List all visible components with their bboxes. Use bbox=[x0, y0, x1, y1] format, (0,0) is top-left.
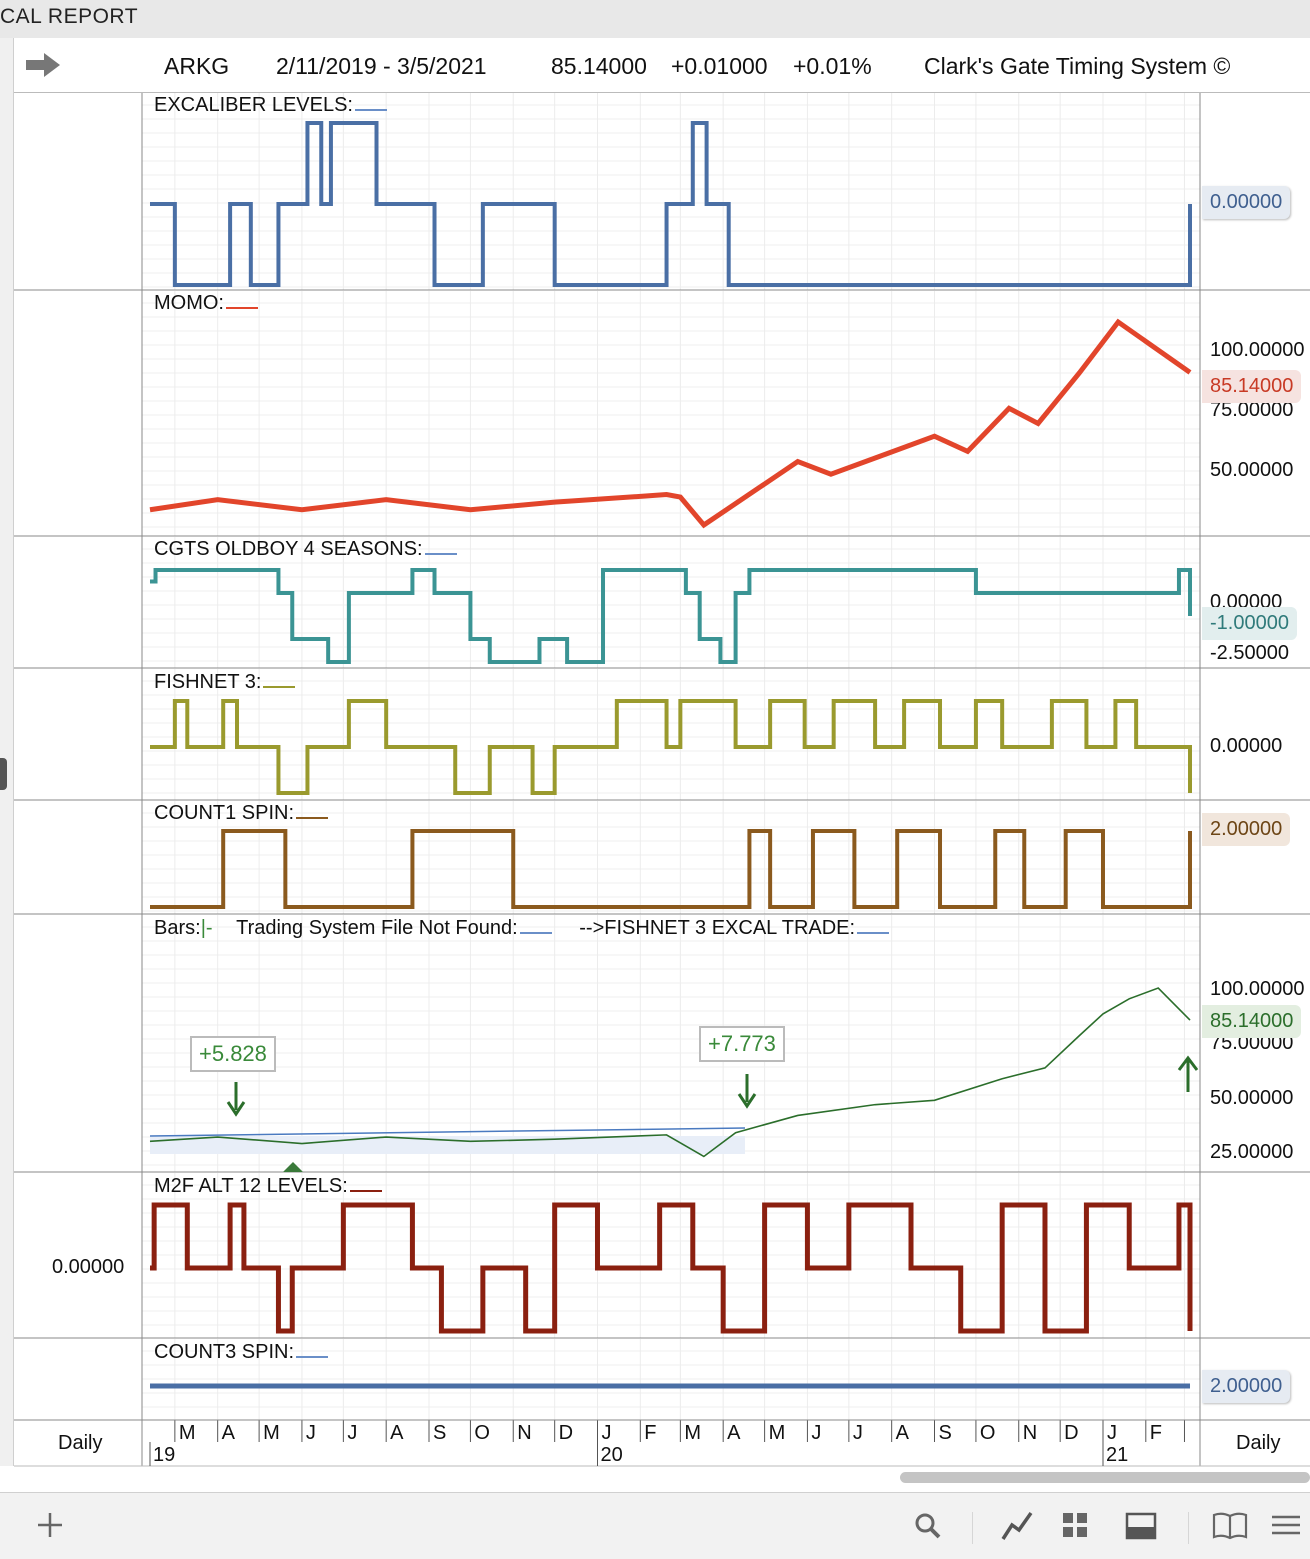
menu-icon[interactable] bbox=[1266, 1505, 1306, 1545]
month-label: J bbox=[853, 1422, 863, 1445]
month-label: S bbox=[938, 1422, 951, 1445]
year-label: 21 bbox=[1106, 1444, 1128, 1467]
price-axis-label: 25.00000 bbox=[1210, 1141, 1293, 1164]
series-m2f-alt-12-levels bbox=[150, 1205, 1190, 1331]
month-label: J bbox=[1107, 1422, 1117, 1445]
price-axis-label: 100.00000 bbox=[1210, 978, 1305, 1001]
momo-value-badge: 85.14000 bbox=[1202, 370, 1301, 403]
month-label: A bbox=[896, 1422, 909, 1445]
month-label: S bbox=[433, 1422, 446, 1445]
horizontal-scrollbar[interactable] bbox=[900, 1472, 1310, 1483]
toolbar-separator bbox=[972, 1512, 973, 1544]
month-label: D bbox=[559, 1422, 573, 1445]
excaliber-value-badge: 0.00000 bbox=[1202, 186, 1290, 219]
trade-callout-2: +7.773 bbox=[699, 1026, 785, 1062]
month-label: A bbox=[390, 1422, 403, 1445]
year-label: 20 bbox=[600, 1444, 622, 1467]
excaliber-title: EXCALIBER LEVELS: bbox=[154, 94, 387, 117]
month-label: O bbox=[980, 1422, 996, 1445]
count3-value-badge: 2.00000 bbox=[1202, 1370, 1290, 1403]
period-label-left[interactable]: Daily bbox=[58, 1432, 102, 1455]
month-label: A bbox=[727, 1422, 740, 1445]
year-label: 19 bbox=[153, 1444, 175, 1467]
month-label: N bbox=[517, 1422, 531, 1445]
book-icon[interactable] bbox=[1210, 1505, 1250, 1545]
month-label: J bbox=[601, 1422, 611, 1445]
month-label: D bbox=[1064, 1422, 1078, 1445]
trade-arrow-down bbox=[739, 1074, 755, 1106]
trade-arrow-up bbox=[1179, 1058, 1197, 1092]
fishnet-value: 0.00000 bbox=[1210, 735, 1282, 758]
month-label: N bbox=[1023, 1422, 1037, 1445]
cgts-axis-label: -2.50000 bbox=[1210, 642, 1289, 665]
month-label: M bbox=[179, 1422, 196, 1445]
fishnet-title: FISHNET 3: bbox=[154, 671, 295, 694]
m2f-value: 0.00000 bbox=[52, 1256, 124, 1279]
count1-title: COUNT1 SPIN: bbox=[154, 802, 328, 825]
month-label: M bbox=[263, 1422, 280, 1445]
month-label: A bbox=[222, 1422, 235, 1445]
count1-value-badge: 2.00000 bbox=[1202, 813, 1290, 846]
price-title: Bars:|- Trading System File Not Found: -… bbox=[154, 917, 889, 940]
panel-icon[interactable] bbox=[1120, 1505, 1160, 1545]
cgts-title: CGTS OLDBOY 4 SEASONS: bbox=[154, 538, 457, 561]
month-label: O bbox=[474, 1422, 490, 1445]
grid-icon[interactable] bbox=[1056, 1505, 1096, 1545]
month-label: J bbox=[347, 1422, 357, 1445]
trade-callout-1: +5.828 bbox=[190, 1036, 276, 1072]
month-label: M bbox=[684, 1422, 701, 1445]
bottom-toolbar bbox=[0, 1492, 1310, 1559]
momo-axis-label: 100.00000 bbox=[1210, 339, 1305, 362]
series-bars bbox=[150, 988, 1190, 1156]
entry-marker bbox=[283, 1162, 303, 1172]
search-icon[interactable] bbox=[908, 1505, 948, 1545]
month-label: M bbox=[769, 1422, 786, 1445]
price-axis-label: 50.00000 bbox=[1210, 1087, 1293, 1110]
period-label-right[interactable]: Daily bbox=[1236, 1432, 1280, 1455]
line-chart-icon[interactable] bbox=[998, 1505, 1038, 1545]
count3-title: COUNT3 SPIN: bbox=[154, 1341, 328, 1364]
momo-title: MOMO: bbox=[154, 292, 258, 315]
add-icon[interactable] bbox=[30, 1505, 70, 1545]
month-label: F bbox=[1150, 1422, 1162, 1445]
toolbar-separator bbox=[1188, 1512, 1189, 1544]
momo-axis-label: 50.00000 bbox=[1210, 459, 1293, 482]
m2f-title: M2F ALT 12 LEVELS: bbox=[154, 1175, 382, 1198]
price-value-badge: 85.14000 bbox=[1202, 1005, 1301, 1038]
cgts-value-badge: -1.00000 bbox=[1202, 607, 1297, 640]
series-momo bbox=[150, 322, 1190, 525]
month-label: J bbox=[306, 1422, 316, 1445]
series-cgts-oldboy-4-seasons bbox=[150, 570, 1190, 662]
month-label: F bbox=[644, 1422, 656, 1445]
month-label: J bbox=[811, 1422, 821, 1445]
chart-canvas[interactable] bbox=[0, 0, 1310, 1470]
